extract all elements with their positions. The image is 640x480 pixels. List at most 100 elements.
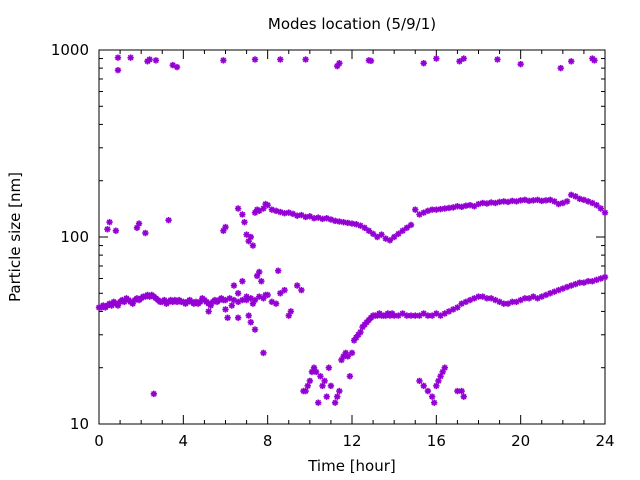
data-point xyxy=(433,55,440,62)
data-point xyxy=(173,63,181,71)
data-point xyxy=(435,377,442,385)
data-point xyxy=(407,221,415,229)
data-point xyxy=(462,298,470,306)
data-point xyxy=(456,58,463,65)
data-point xyxy=(315,399,322,406)
data-point xyxy=(249,242,257,249)
data-point xyxy=(597,205,604,212)
data-point xyxy=(228,302,236,309)
data-point xyxy=(234,314,242,321)
data-point xyxy=(112,227,120,234)
data-point xyxy=(336,218,343,225)
x-tick-label: 0 xyxy=(94,432,104,450)
data-point xyxy=(441,364,448,371)
data-point xyxy=(336,59,343,67)
data-point xyxy=(428,393,436,400)
data-point xyxy=(441,205,448,212)
data-point xyxy=(142,229,149,237)
data-point xyxy=(568,58,575,65)
data-point xyxy=(277,56,284,63)
data-point xyxy=(262,291,269,299)
data-point xyxy=(433,310,440,317)
data-point xyxy=(460,393,467,400)
data-point xyxy=(460,55,467,62)
y-tick-label: 1000 xyxy=(51,41,89,59)
data-point xyxy=(239,278,246,285)
data-point xyxy=(298,286,305,294)
data-point xyxy=(494,56,501,63)
data-point xyxy=(205,308,212,315)
data-point xyxy=(317,373,324,380)
data-point xyxy=(222,306,229,313)
data-point xyxy=(433,382,440,390)
data-point xyxy=(251,56,259,63)
data-point xyxy=(334,393,341,400)
x-tick-label: 20 xyxy=(511,432,530,450)
data-point xyxy=(106,218,113,226)
data-point xyxy=(247,233,254,241)
x-tick-label: 16 xyxy=(427,432,446,450)
data-point xyxy=(146,56,153,63)
data-point xyxy=(336,387,343,395)
data-point xyxy=(431,399,438,406)
data-point xyxy=(572,193,579,200)
data-point xyxy=(487,199,495,206)
data-point xyxy=(287,308,295,315)
axis-ticks xyxy=(98,49,606,425)
data-point xyxy=(234,205,242,212)
data-point xyxy=(256,268,263,276)
data-point xyxy=(306,377,314,385)
data-point xyxy=(378,231,385,238)
data-point xyxy=(260,349,267,357)
data-point xyxy=(241,218,248,226)
y-tick-label: 100 xyxy=(60,228,89,246)
data-point xyxy=(239,211,246,218)
data-point xyxy=(272,300,280,307)
x-tick-label: 8 xyxy=(263,432,273,450)
data-point xyxy=(222,223,229,231)
data-point xyxy=(258,278,265,285)
data-point xyxy=(264,201,271,209)
data-point xyxy=(247,319,254,326)
x-axis-label: Time [hour] xyxy=(307,457,396,475)
x-tick-label: 4 xyxy=(179,432,189,450)
chart-title: Modes location (5/9/1) xyxy=(268,15,436,33)
plot-area xyxy=(98,49,606,425)
data-point xyxy=(416,377,423,385)
data-point xyxy=(454,304,461,311)
y-tick-label: 10 xyxy=(70,415,89,433)
data-point xyxy=(260,205,267,212)
plot-border xyxy=(98,49,606,425)
data-point xyxy=(346,373,354,380)
data-point xyxy=(312,368,320,376)
data-point xyxy=(319,215,326,223)
data-point xyxy=(576,279,583,286)
data-point xyxy=(348,349,356,357)
x-tick-label: 24 xyxy=(595,432,614,450)
data-point xyxy=(399,227,406,234)
data-point xyxy=(275,267,282,274)
data-point xyxy=(517,197,524,204)
data-point xyxy=(114,66,122,74)
data-point xyxy=(437,205,444,213)
data-point xyxy=(424,312,432,319)
data-point xyxy=(281,286,288,294)
data-point xyxy=(458,387,465,395)
data-point xyxy=(323,215,330,222)
data-point xyxy=(428,312,436,319)
data-point xyxy=(234,290,242,297)
data-point xyxy=(420,59,427,67)
data-point xyxy=(152,57,160,64)
data-point xyxy=(601,273,609,281)
data-point xyxy=(127,54,134,61)
data-point xyxy=(321,377,328,385)
data-point xyxy=(509,197,516,205)
data-point xyxy=(230,296,238,304)
tick-labels: 0 4 8 12 16 20 24 10 100 1000 xyxy=(51,41,615,450)
data-point xyxy=(521,196,529,204)
data-point xyxy=(165,216,172,224)
data-point xyxy=(245,312,252,319)
data-point xyxy=(403,224,411,231)
data-point xyxy=(114,54,122,61)
